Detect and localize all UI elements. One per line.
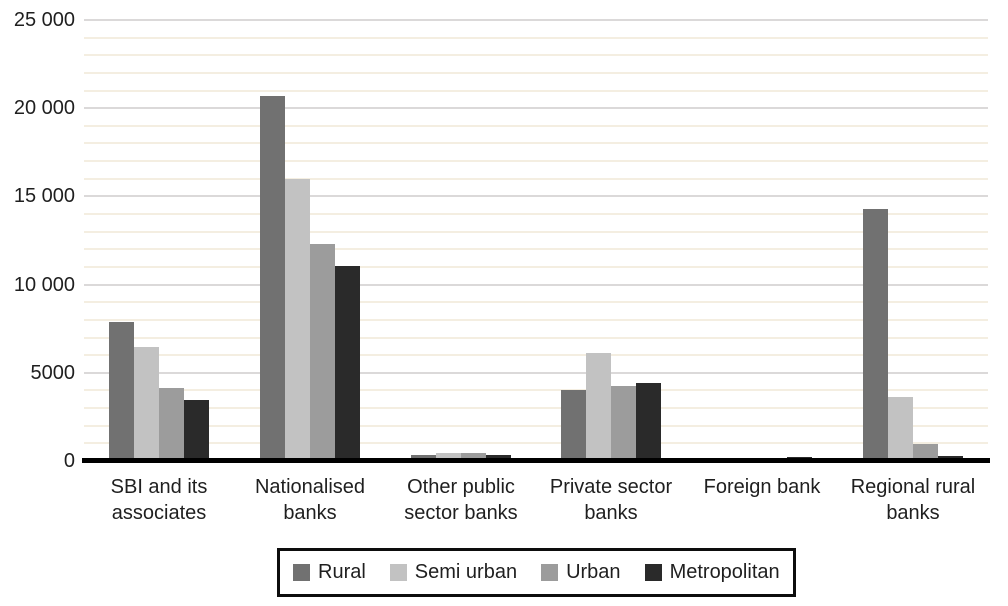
gridline-minor <box>84 213 988 216</box>
bar-rural <box>109 321 134 462</box>
gridline-minor <box>84 265 988 268</box>
bar-metropolitan <box>636 383 661 462</box>
x-axis-category-label: Foreign bank <box>682 474 842 500</box>
bar-semi-urban <box>134 347 159 462</box>
legend-item-urban: Urban <box>541 561 621 584</box>
legend-swatch-icon <box>389 564 407 581</box>
bar-metropolitan <box>184 399 209 462</box>
x-axis-category-label-line: banks <box>283 502 337 524</box>
gridline-major <box>84 371 988 374</box>
legend: Rural Semi urban Urban Metropolitan <box>277 548 796 597</box>
legend-item-rural: Rural <box>293 561 366 584</box>
gridline-minor <box>84 177 988 180</box>
x-axis-category-label: Other public sector banks <box>381 474 541 526</box>
x-axis-category-label-line: Other public <box>407 476 515 498</box>
y-axis-tick-label: 15 000 <box>13 185 75 208</box>
gridline-minor <box>84 389 988 392</box>
legend-swatch-icon <box>644 564 662 581</box>
gridline-minor <box>84 354 988 357</box>
legend-swatch-icon <box>293 564 310 581</box>
gridline-major <box>84 283 988 286</box>
x-axis-category-label-line: Regional rural <box>850 476 976 498</box>
gridline-minor <box>84 424 988 427</box>
gridline-minor <box>84 336 988 339</box>
x-axis-category-label-line: associates <box>111 502 207 524</box>
x-axis-category-label: Nationalised banks <box>230 474 390 526</box>
bar-urban <box>611 385 636 462</box>
x-axis-category-label-line: sector banks <box>404 502 518 524</box>
bar-semi-urban <box>285 178 310 462</box>
x-axis-category-label: Private sector banks <box>531 474 691 526</box>
legend-label: Semi urban <box>414 561 518 583</box>
gridline-major <box>84 195 988 198</box>
x-axis-category-label: Regional rural banks <box>833 474 993 526</box>
y-axis-tick-label: 20 000 <box>13 97 75 120</box>
bar-rural <box>561 389 586 462</box>
bar-rural <box>863 208 888 462</box>
bar-rural <box>260 95 285 462</box>
gridline-minor <box>84 142 988 145</box>
bar-semi-urban <box>586 352 611 462</box>
x-axis-category-label-line: banks <box>584 502 638 524</box>
legend-label: Metropolitan <box>669 561 780 583</box>
gridline-minor <box>84 318 988 321</box>
y-axis-tick-label: 25 000 <box>13 9 75 31</box>
gridline-minor <box>84 124 988 127</box>
gridline-minor <box>84 54 988 57</box>
bar-metropolitan <box>335 265 360 462</box>
x-axis-category-label: SBI and its associates <box>79 474 239 526</box>
legend-item-semi-urban: Semi urban <box>389 561 518 584</box>
legend-item-metropolitan: Metropolitan <box>644 561 780 584</box>
gridline-major <box>84 107 988 110</box>
x-axis-category-label-line: banks <box>886 502 940 524</box>
gridline-minor <box>84 248 988 251</box>
x-axis-category-label-line: Foreign bank <box>703 476 821 498</box>
x-axis-line <box>82 458 990 463</box>
gridline-minor <box>84 230 988 233</box>
x-axis-category-label-line: Private sector <box>549 476 673 498</box>
gridline-minor <box>84 89 988 92</box>
gridline-minor <box>84 442 988 445</box>
y-axis-tick-label: 5000 <box>30 361 76 384</box>
gridline-minor <box>84 301 988 304</box>
bar-urban <box>913 444 938 462</box>
bar-urban <box>159 387 184 462</box>
gridline-minor <box>84 36 988 39</box>
x-axis-category-label-line: SBI and its <box>110 476 208 498</box>
gridline-minor <box>84 407 988 410</box>
gridline-minor <box>84 160 988 163</box>
y-axis-tick-label: 10 000 <box>13 273 75 296</box>
bar-semi-urban <box>888 397 913 462</box>
gridline-major <box>84 19 988 21</box>
bar-semi-urban <box>436 453 461 462</box>
bar-urban <box>310 244 335 462</box>
legend-swatch-icon <box>541 564 559 581</box>
gridline-minor <box>84 71 988 74</box>
legend-label: Rural <box>318 561 366 583</box>
y-axis-tick-label: 0 <box>63 450 75 472</box>
bar-urban <box>461 453 486 462</box>
x-axis-category-label-line: Nationalised <box>254 476 366 498</box>
legend-label: Urban <box>566 561 621 583</box>
